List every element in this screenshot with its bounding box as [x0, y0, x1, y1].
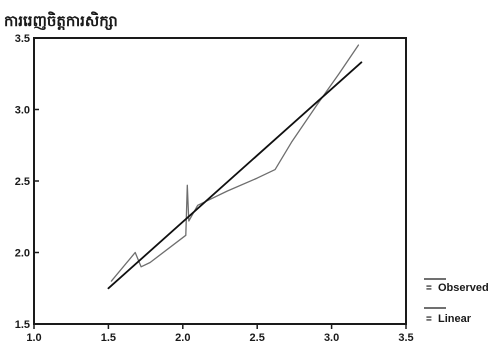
series-line-linear [107, 61, 363, 290]
x-tick-label: 2.0 [175, 332, 190, 344]
x-tick-label: 1.0 [26, 332, 41, 344]
legend-label-linear: Linear [438, 313, 472, 325]
y-tick-label: 2.5 [15, 176, 30, 188]
y-tick-label: 1.5 [15, 319, 30, 331]
x-axis: 1.0 1.5 2.0 2.5 3.0 3.5 [26, 324, 414, 344]
y-axis: 1.5 2.0 2.5 3.0 3.5 [15, 33, 39, 331]
x-tick-label: 2.5 [250, 332, 265, 344]
legend-marker-linear: = [426, 314, 432, 325]
y-tick-label: 3.5 [15, 33, 30, 45]
x-tick-label: 3.5 [398, 332, 413, 344]
y-tick-label: 3.0 [15, 105, 30, 117]
chart-title: ការរេញចិត្តការសិក្សា [4, 11, 118, 30]
legend-marker-observed: = [426, 283, 432, 294]
plot-frame [33, 37, 407, 325]
x-tick-label: 3.0 [324, 332, 339, 344]
series-line-observed [110, 44, 360, 282]
y-tick-label: 2.0 [15, 248, 30, 260]
plot-area [107, 44, 363, 290]
legend: = Observed = Linear [424, 278, 489, 325]
legend-label-observed: Observed [438, 282, 489, 294]
x-tick-label: 1.5 [101, 332, 116, 344]
